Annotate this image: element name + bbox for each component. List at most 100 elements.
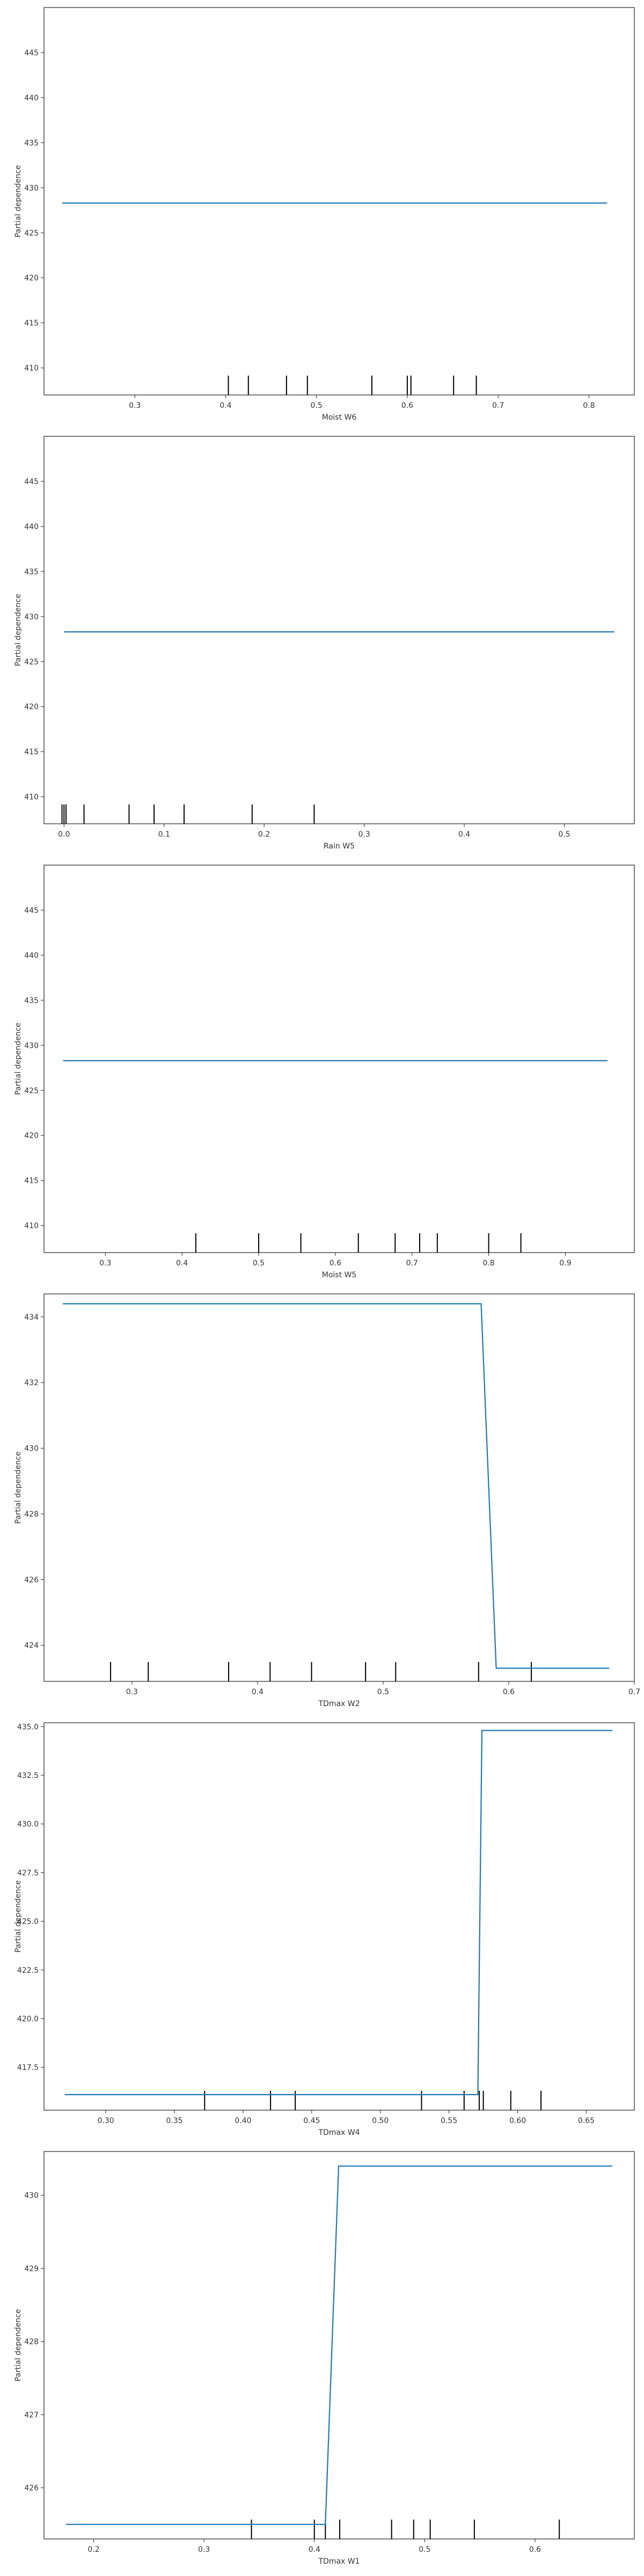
y-tick-label: 426 [24,2484,39,2493]
y-tick-label: 420 [24,703,39,712]
y-tick-label: 445 [24,478,39,486]
y-tick-label: 427 [24,2411,39,2419]
y-tick-label: 424 [24,1642,39,1650]
chart-panel-4: 424 426 428 430 432 434 0.3 0.4 0.5 0.6 0.7 TDmax W… [14,1293,640,1708]
y-tick-label: 435 [24,568,39,576]
y-tick-label: 427.5 [17,1869,39,1877]
y-tick-label: 428 [24,2338,39,2346]
y-tick-label: 430 [24,2192,39,2200]
x-axis-label: Rain W5 [324,842,355,851]
y-tick-label: 430.0 [17,1820,39,1829]
x-tick-label: 0.5 [558,830,570,839]
y-tick-label: 435.0 [17,1723,39,1731]
x-tick-label: 0.7 [492,401,504,410]
y-tick-label: 415 [24,748,39,757]
axes-frame [43,865,635,1253]
axes-frame [43,1293,635,1682]
y-tick-label: 432.5 [17,1772,39,1780]
y-tick-label: 445 [24,906,39,915]
chart-panel-3: 410 415 420 425 430 435 440 445 0.3 0.4 0.5 0.6 0.7 0… [14,865,635,1279]
y-axis-label: Partial dependence [14,1451,23,1524]
partial-dependence-line [63,1303,610,1669]
chart-panel-6: 426 427 428 429 430 0.2 0.3 0.4 0.5 0.6 TDmax W1 Pa… [14,2151,635,2566]
x-tick-label: 0.45 [303,2117,320,2125]
x-tick-label: 0.35 [166,2117,182,2125]
y-tick-label: 440 [24,523,39,531]
y-tick-label: 430 [24,613,39,621]
x-axis-label: Moist W6 [322,413,357,422]
chart-panel-2: 410 415 420 425 430 435 440 445 0.0 0.1 0.2 0.3 0.4 0… [14,436,635,851]
axes-frame [43,1722,635,2111]
y-tick-label: 425 [24,658,39,667]
x-axis-label: TDmax W4 [318,2128,360,2137]
x-tick-label: 0.1 [158,830,170,839]
y-tick-label: 425 [24,1087,39,1095]
y-axis-label: Partial dependence [14,2309,23,2381]
y-tick-label: 430 [24,1042,39,1050]
y-tick-label: 425.0 [17,1918,39,1926]
y-tick-label: 417.5 [17,2063,39,2072]
x-tick-label: 0.60 [509,2117,526,2125]
y-tick-label: 420 [24,274,39,283]
x-tick-label: 0.3 [126,1688,138,1696]
x-tick-label: 0.3 [99,1259,111,1268]
y-tick-label: 410 [24,793,39,802]
x-tick-label: 0.5 [419,2545,430,2554]
x-tick-label: 0.4 [309,2545,320,2554]
x-tick-label: 0.6 [401,401,413,410]
y-tick-label: 435 [24,139,39,148]
partial-dependence-line [64,1730,613,2096]
chart-panel-1: 410 415 420 425 430 435 440 445 0.3 0.4 0.5 0.6 0.7 0… [14,7,635,422]
y-tick-label: 420 [24,1132,39,1140]
x-tick-label: 0.9 [559,1259,571,1268]
x-tick-label: 0.55 [441,2117,457,2125]
x-tick-label: 0.3 [129,401,141,410]
y-tick-label: 415 [24,1177,39,1185]
y-tick-label: 429 [24,2265,39,2273]
y-axis-label: Partial dependence [14,1880,23,1952]
y-tick-label: 426 [24,1576,39,1584]
x-tick-label: 0.40 [235,2117,251,2125]
x-tick-label: 0.6 [330,1259,341,1268]
x-axis-label: TDmax W1 [318,2557,360,2566]
x-tick-label: 0.65 [578,2117,595,2125]
y-tick-label: 440 [24,94,39,103]
x-axis-label: Moist W5 [322,1271,357,1279]
x-tick-label: 0.5 [377,1688,389,1696]
y-axis-label: Partial dependence [14,165,23,237]
x-tick-label: 0.4 [219,401,231,410]
y-axis-label: Partial dependence [14,594,23,666]
y-tick-label: 420.0 [17,2015,39,2023]
x-tick-label: 0.6 [529,2545,541,2554]
chart-panel-5: 417.5 420.0 422.5 425.0 427.5 430.0 432.5 435.0… [14,1722,635,2137]
x-tick-label: 0.30 [98,2117,114,2125]
partial-dependence-line [66,2165,612,2525]
y-tick-label: 445 [24,49,39,57]
y-tick-label: 410 [24,364,39,373]
x-tick-label: 0.8 [482,1259,494,1268]
axes-frame [43,2151,635,2540]
x-tick-label: 0.4 [176,1259,188,1268]
x-tick-label: 0.7 [628,1688,640,1696]
y-tick-label: 425 [24,229,39,238]
x-tick-label: 0.3 [198,2545,210,2554]
y-tick-label: 435 [24,997,39,1005]
x-tick-label: 0.0 [58,830,70,839]
y-tick-label: 440 [24,952,39,960]
x-tick-label: 0.4 [458,830,470,839]
y-tick-label: 428 [24,1510,39,1519]
x-tick-label: 0.7 [406,1259,418,1268]
x-tick-label: 0.8 [583,401,595,410]
axes-frame [43,436,635,824]
y-tick-label: 434 [24,1313,39,1322]
y-tick-label: 415 [24,319,39,328]
y-axis-label: Partial dependence [14,1022,23,1095]
x-tick-label: 0.4 [252,1688,264,1696]
y-tick-label: 410 [24,1222,39,1231]
y-tick-label: 432 [24,1379,39,1387]
x-axis-label: TDmax W2 [318,1700,360,1708]
axes-frame [43,7,635,396]
x-tick-label: 0.3 [358,830,370,839]
x-tick-label: 0.6 [503,1688,515,1696]
